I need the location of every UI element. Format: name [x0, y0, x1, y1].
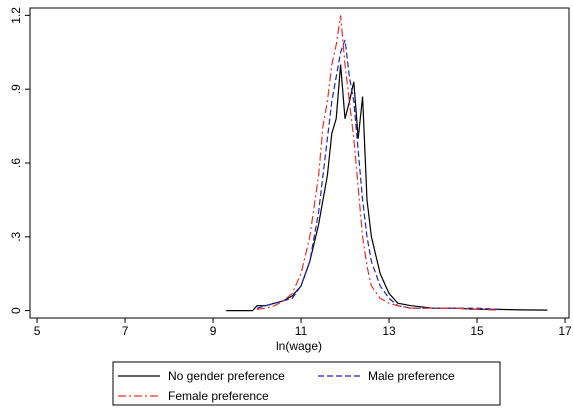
x-axis-label: ln(wage) [276, 339, 322, 353]
x-tick-label: 7 [122, 324, 129, 338]
y-tick-label: .3 [9, 231, 23, 241]
x-tick-label: 5 [34, 324, 41, 338]
x-tick-label: 15 [470, 324, 484, 338]
y-tick-label: .9 [9, 84, 23, 94]
series-line [226, 64, 548, 312]
x-tick-label: 13 [382, 324, 396, 338]
y-tick-label: 0 [9, 307, 23, 314]
x-tick-label: 9 [210, 324, 217, 338]
plot-frame [29, 7, 570, 319]
series-line [256, 15, 500, 311]
series-line [256, 39, 500, 310]
x-tick-label: 11 [295, 324, 308, 338]
y-tick-label: .6 [9, 158, 23, 168]
legend-label: Female preference [168, 389, 269, 403]
legend-label: No gender preference [168, 369, 285, 383]
x-tick-label: 17 [558, 324, 572, 338]
legend-box [112, 361, 501, 406]
y-tick-label: 1.2 [9, 7, 23, 24]
legend-label: Male preference [368, 369, 455, 383]
